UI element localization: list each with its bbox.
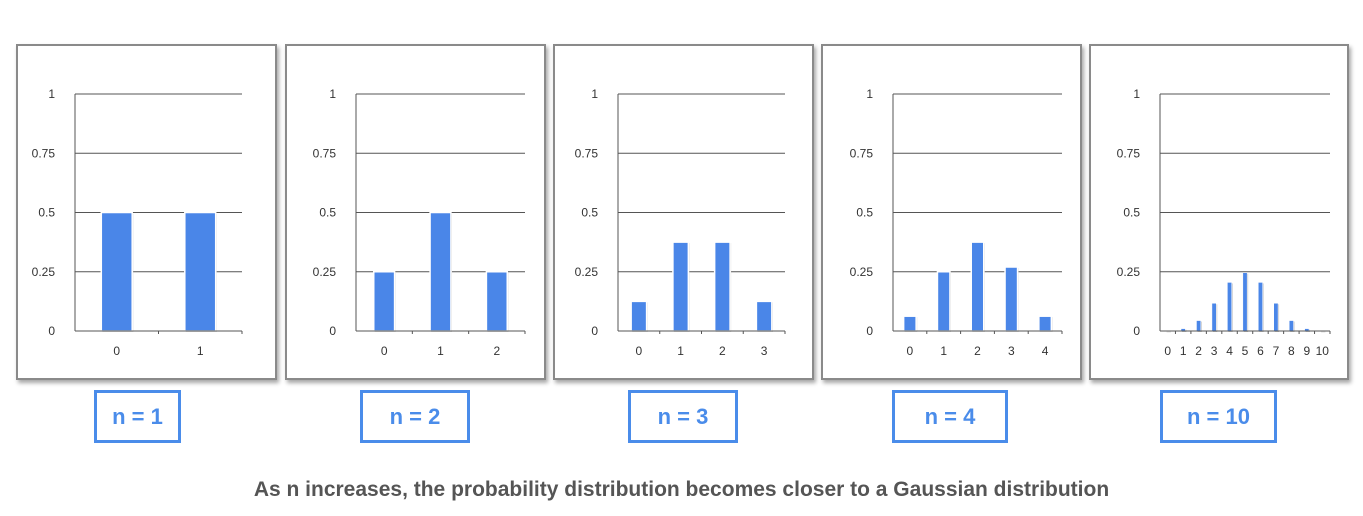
- y-tick-label: 1: [866, 87, 873, 101]
- x-tick-label: 0: [381, 344, 388, 358]
- x-tick-label: 6: [1257, 344, 1264, 358]
- x-tick-label: 10: [1316, 344, 1330, 358]
- x-tick-label: 4: [1226, 344, 1233, 358]
- chart-svg: 0 0.25 0.5 0.75 1 0 1 2: [313, 87, 526, 358]
- y-tick-label: 1: [591, 87, 598, 101]
- x-tick-label: 0: [113, 344, 120, 358]
- bar: [1258, 282, 1263, 332]
- y-tick-label: 0: [48, 324, 55, 338]
- chart-panel: 0 0.25 0.5 0.75 1 0 1 2 3 4: [821, 44, 1082, 380]
- y-tick-label: 0.5: [856, 206, 873, 220]
- x-tick-label: 0: [907, 344, 914, 358]
- x-tick-label: 1: [1180, 344, 1187, 358]
- y-tick-label: 0.5: [1123, 206, 1140, 220]
- bar-shadow: [1166, 331, 1171, 333]
- x-tick-label: 9: [1303, 344, 1310, 358]
- y-tick-label: 0.75: [1117, 146, 1141, 160]
- bar: [1196, 320, 1202, 332]
- x-tick-label: 2: [719, 344, 726, 358]
- bar: [1038, 315, 1053, 332]
- n-label: n = 3: [628, 390, 738, 443]
- y-tick-label: 0.25: [32, 265, 56, 279]
- chart-svg: 0 0.25 0.5 0.75 1 0 1 2 3: [575, 87, 786, 358]
- bar: [713, 241, 731, 332]
- chart-panel: 0 0.25 0.5 0.75 1 0 1 2 3 4 5 6 7 8 9 10: [1089, 44, 1349, 380]
- bar: [1288, 320, 1294, 332]
- bar: [1004, 266, 1019, 332]
- chart-svg: 0 0.25 0.5 0.75 1 0 1: [32, 87, 243, 358]
- bar: [1273, 303, 1279, 332]
- x-tick-label: 3: [761, 344, 768, 358]
- x-tick-label: 0: [1164, 344, 1171, 358]
- y-tick-label: 0.75: [575, 146, 599, 160]
- y-tick-label: 0.5: [581, 206, 598, 220]
- y-tick-label: 0: [1133, 324, 1140, 338]
- x-tick-label: 1: [437, 344, 444, 358]
- bar: [184, 211, 217, 332]
- y-tick-label: 0: [591, 324, 598, 338]
- bar-shadow: [1321, 331, 1326, 333]
- y-tick-label: 0.25: [313, 265, 337, 279]
- x-tick-label: 4: [1042, 344, 1049, 358]
- x-tick-label: 5: [1242, 344, 1249, 358]
- y-tick-label: 0.25: [1117, 265, 1141, 279]
- chart-panel: 0 0.25 0.5 0.75 1 0 1 2: [285, 44, 546, 380]
- y-tick-label: 0.75: [32, 146, 56, 160]
- bar: [485, 271, 509, 332]
- y-tick-label: 0: [866, 324, 873, 338]
- x-tick-label: 2: [493, 344, 500, 358]
- bar: [100, 211, 133, 332]
- y-tick-label: 1: [48, 87, 55, 101]
- y-tick-label: 0.25: [575, 265, 599, 279]
- y-tick-label: 0.75: [313, 146, 337, 160]
- chart-panel: 0 0.25 0.5 0.75 1 0 1: [16, 44, 277, 380]
- x-tick-label: 0: [636, 344, 643, 358]
- x-tick-label: 7: [1273, 344, 1280, 358]
- bar: [755, 300, 773, 332]
- x-tick-label: 2: [1195, 344, 1202, 358]
- bar: [630, 300, 648, 332]
- n-label: n = 10: [1160, 390, 1277, 443]
- bar: [970, 241, 985, 332]
- bar: [429, 211, 452, 332]
- bar: [372, 271, 396, 332]
- x-tick-label: 3: [1211, 344, 1218, 358]
- x-tick-label: 1: [197, 344, 204, 358]
- bar: [1242, 272, 1248, 332]
- x-tick-label: 1: [677, 344, 684, 358]
- y-tick-label: 0: [329, 324, 336, 338]
- chart-svg: 0 0.25 0.5 0.75 1 0 1 2 3 4: [850, 87, 1063, 358]
- y-tick-label: 1: [1133, 87, 1140, 101]
- y-tick-label: 0.25: [850, 265, 874, 279]
- bar: [672, 241, 690, 332]
- bar: [1211, 303, 1217, 332]
- y-tick-label: 0.75: [850, 146, 874, 160]
- bar: [902, 315, 917, 332]
- y-tick-label: 0.5: [38, 206, 55, 220]
- n-label: n = 1: [94, 390, 181, 443]
- x-tick-label: 1: [940, 344, 947, 358]
- x-tick-label: 3: [1008, 344, 1015, 358]
- x-tick-label: 8: [1288, 344, 1295, 358]
- n-label: n = 2: [360, 390, 470, 443]
- chart-panel: 0 0.25 0.5 0.75 1 0 1 2 3: [553, 44, 814, 380]
- bar: [936, 271, 951, 332]
- bar: [1227, 282, 1232, 332]
- n-label: n = 4: [892, 390, 1008, 443]
- y-tick-label: 1: [329, 87, 336, 101]
- x-tick-label: 2: [974, 344, 981, 358]
- figure-caption: As n increases, the probability distribu…: [253, 478, 1110, 501]
- y-tick-label: 0.5: [319, 206, 336, 220]
